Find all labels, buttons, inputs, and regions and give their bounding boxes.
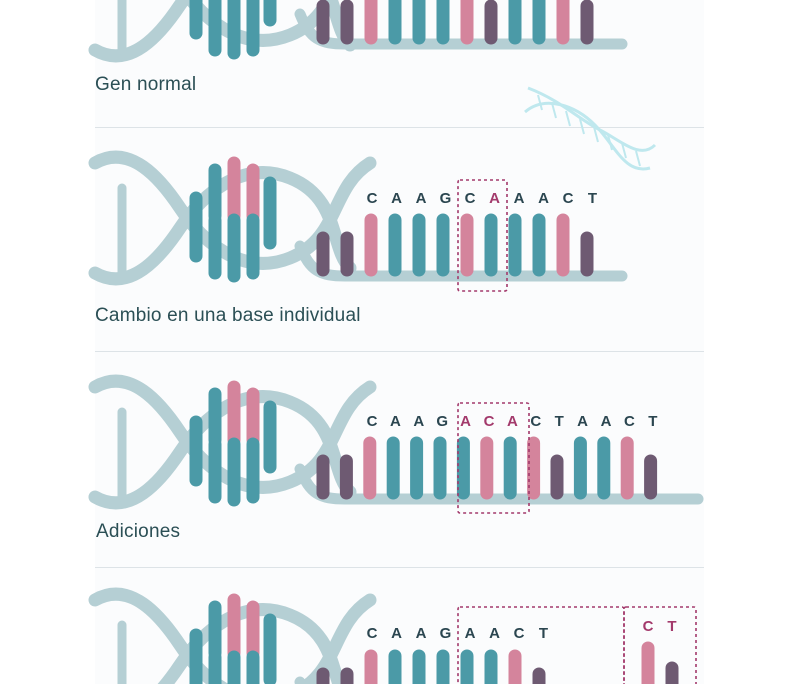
sequence-letter: A [514,190,525,207]
sequence-letter: G [436,413,448,430]
sequence-letter: T [588,190,597,207]
sequence-letter: T [667,618,676,635]
sequence-letter: C [367,625,378,642]
sequence-letter: A [391,190,402,207]
sequence-letter: C [367,190,378,207]
sequence-letter: C [643,618,654,635]
sequence-letter: C [530,413,541,430]
caption-single-base-change: Cambio en una base individual [95,305,361,326]
sequence-letter: G [440,625,452,642]
sequence-letter: C [624,413,635,430]
helix-strand [88,166,357,286]
sequence-letter: A [538,190,549,207]
sequence-letter: A [577,413,588,430]
icon-strand [527,86,657,152]
caption-normal-gene: Gen normal [95,74,197,95]
sequence-letter: T [539,625,548,642]
sequence-letter: A [489,190,500,207]
helix-strand [88,0,357,63]
icon-rung [579,118,585,135]
sequence-letter: A [507,413,518,430]
icon-rung [565,110,571,127]
sequence-letter: C [563,190,574,207]
icon-rung [607,134,613,151]
icon-rung [635,150,641,167]
mutation-highlight-box [457,402,530,514]
sequence-letter: A [465,625,476,642]
sequence-letter: G [440,190,452,207]
helix-strand [88,390,357,510]
sequence-letter: A [601,413,612,430]
row-normal-gene [88,0,628,63]
divider [95,127,704,128]
sequence-letter: A [489,625,500,642]
sequence-letter: A [460,413,471,430]
sequence-letter: A [413,413,424,430]
dna-helix-icon [524,86,657,171]
sequence-letter: A [391,625,402,642]
icon-rung [551,102,557,119]
icon-rung [537,94,543,111]
sequence-letter: C [367,413,378,430]
sequence-letter: C [484,413,495,430]
mutation-highlight-box [623,606,697,684]
mutation-highlight-box [457,179,508,292]
divider [95,567,704,568]
sequence-letter: A [416,190,427,207]
dna-backbone [294,463,704,505]
sequence-letter: T [648,413,657,430]
mutation-highlight-box [457,606,625,684]
sequence-letter: T [555,413,564,430]
diagram-panel [95,0,704,684]
icon-strand [524,101,651,171]
helix-strand [157,603,346,684]
icon-rung [621,142,627,159]
icon-rung [593,126,599,143]
caption-additions: Adiciones [96,521,181,542]
sequence-letter: C [514,625,525,642]
helix-strand [88,587,377,684]
divider [95,351,704,352]
sequence-letter: A [390,413,401,430]
sequence-letter: C [465,190,476,207]
sequence-letter: A [416,625,427,642]
